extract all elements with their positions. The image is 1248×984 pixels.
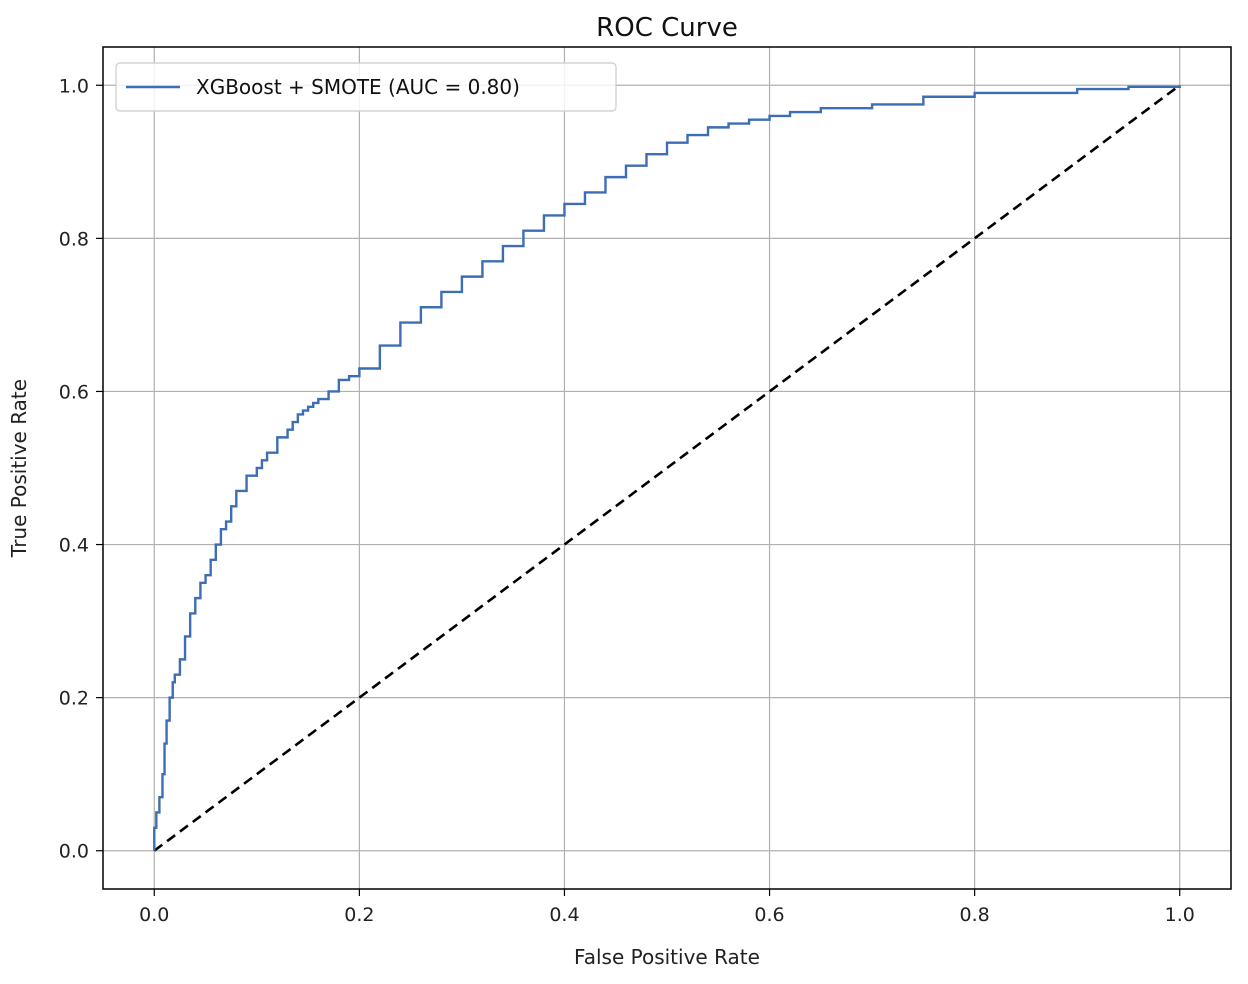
chart-title: ROC Curve	[596, 13, 738, 43]
ticks: 0.0 0.2 0.4 0.6 0.8 1.0 0.0 0.2 0.4 0.6 0.8 1.0	[59, 75, 1195, 926]
x-tick-label: 1.0	[1165, 904, 1195, 926]
x-tick-label: 0.0	[139, 904, 169, 926]
roc-curve-line	[153, 85, 1181, 851]
x-tick-label: 0.4	[549, 904, 579, 926]
y-tick-label: 1.0	[59, 75, 89, 97]
chance-diagonal-line	[153, 84, 1181, 852]
legend-box	[115, 62, 617, 112]
x-axis-label: False Positive Rate	[574, 945, 760, 969]
x-tick-label: 0.2	[344, 904, 374, 926]
y-tick-label: 0.0	[59, 841, 89, 863]
y-axis-label: True Positive Rate	[7, 379, 31, 558]
legend-label: XGBoost + SMOTE (AUC = 0.80)	[196, 75, 520, 99]
x-tick-label: 0.8	[960, 904, 990, 926]
diagonal-layer	[153, 84, 1181, 852]
legend: XGBoost + SMOTE (AUC = 0.80)	[115, 62, 617, 112]
y-tick-label: 0.6	[59, 381, 89, 403]
x-tick-label: 0.6	[754, 904, 784, 926]
y-tick-label: 0.8	[59, 228, 89, 250]
plot-frame	[102, 46, 1232, 890]
y-tick-label: 0.4	[59, 535, 89, 557]
y-tick-label: 0.2	[59, 688, 89, 710]
roc-layer	[153, 85, 1181, 851]
